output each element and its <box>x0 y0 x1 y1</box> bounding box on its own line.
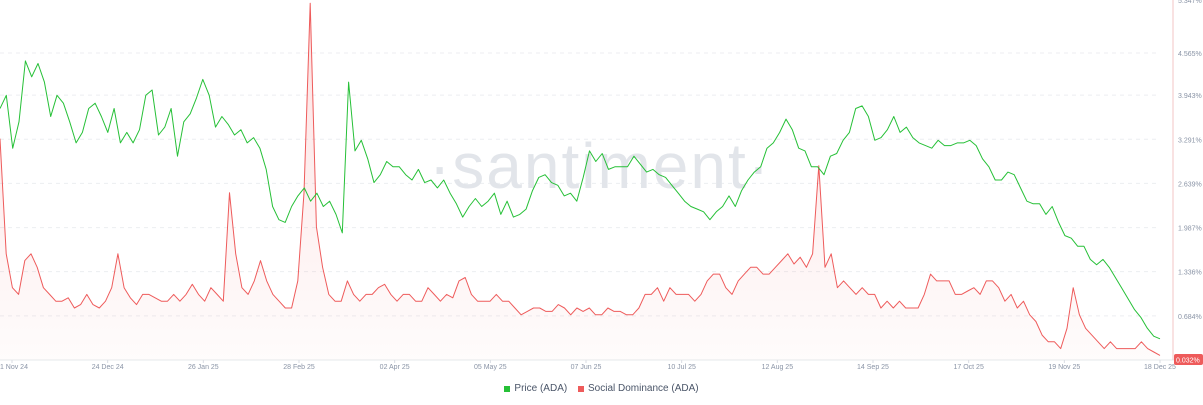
social-dominance-line <box>0 2 1161 356</box>
x-tick-label: 17 Oct 25 <box>953 364 983 371</box>
price-swatch-icon <box>504 385 511 392</box>
legend-item-social[interactable]: Social Dominance (ADA) <box>577 383 699 394</box>
current-value-label: 0.032% <box>1176 358 1200 365</box>
x-tick-label: 12 Aug 25 <box>762 364 794 371</box>
current-value-badge <box>1174 354 1203 365</box>
x-tick-label: 10 Jul 25 <box>667 364 696 371</box>
x-tick-label: 19 Nov 25 <box>1048 364 1080 371</box>
y-axis-right: 5.347% 4.565% 3.943% 3.291% 2.639% 1.987% 1.33… <box>1172 0 1203 365</box>
series-layer <box>0 2 1161 360</box>
x-tick-label: 14 Sep 25 <box>857 364 889 371</box>
y-tick-label: 3.943% <box>1178 93 1202 100</box>
social-dominance-area <box>0 3 1160 360</box>
x-tick-label: 07 Jun 25 <box>571 364 602 371</box>
social-swatch-icon <box>577 385 584 392</box>
x-tick-label: 24 Dec 24 <box>92 364 124 371</box>
legend-label-price: Price (ADA) <box>514 383 568 394</box>
y-tick-label: 5.347% <box>1178 0 1202 5</box>
y-tick-label: 3.291% <box>1178 137 1202 144</box>
y-tick-label: 1.336% <box>1178 270 1202 277</box>
legend-item-price[interactable]: Price (ADA) <box>504 383 567 394</box>
y-tick-label: 4.565% <box>1178 51 1202 58</box>
y-tick-label: 0.684% <box>1178 314 1202 321</box>
x-tick-label: 21 Nov 24 <box>0 364 28 371</box>
legend-label-social: Social Dominance (ADA) <box>587 383 699 394</box>
x-tick-label: 02 Apr 25 <box>380 364 410 371</box>
y-tick-label: 1.987% <box>1178 226 1202 233</box>
x-tick-label: 26 Jan 25 <box>188 364 219 371</box>
x-tick-label: 18 Dec 25 <box>1144 364 1176 371</box>
watermark: ·santiment· <box>429 130 771 202</box>
y-tick-label: 2.639% <box>1178 181 1202 188</box>
legend: Price (ADA) Social Dominance (ADA) <box>0 383 1203 395</box>
x-axis: 21 Nov 24 24 Dec 24 26 Jan 25 28 Feb 25 02 A… <box>0 359 1200 371</box>
price-line <box>0 60 1161 340</box>
x-tick-label: 28 Feb 25 <box>283 364 315 371</box>
x-tick-label: 05 May 25 <box>474 364 507 371</box>
